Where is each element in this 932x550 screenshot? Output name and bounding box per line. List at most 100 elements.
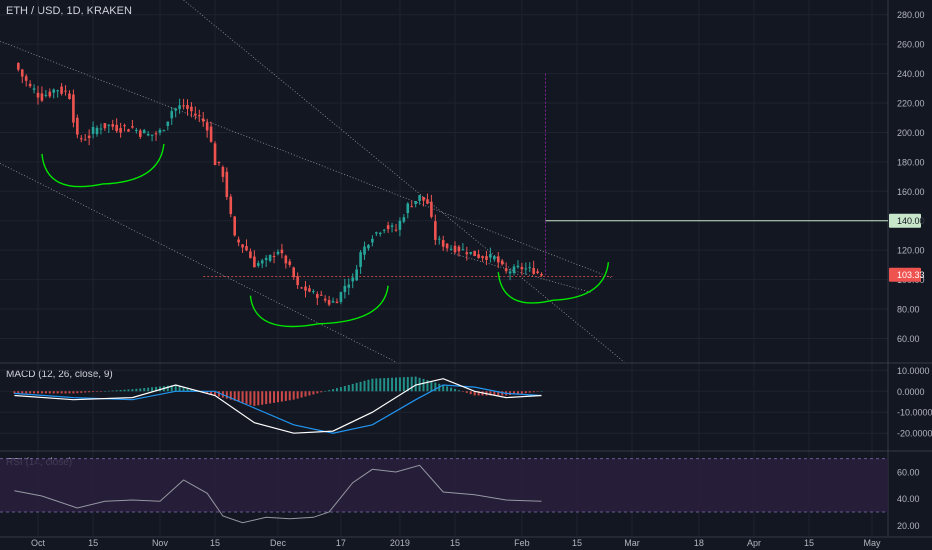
candle xyxy=(414,201,417,208)
candle xyxy=(540,272,543,277)
price-axis-tick-label: 240.00 xyxy=(897,69,925,79)
candle xyxy=(95,125,99,137)
candle xyxy=(434,214,437,245)
x-axis-tick-label: Oct xyxy=(31,538,46,548)
price-axis-tick-label: 260.00 xyxy=(897,40,925,50)
x-axis-tick-label: 15 xyxy=(450,538,460,548)
candle xyxy=(406,202,410,219)
candle xyxy=(516,260,520,269)
macd-histogram-bar xyxy=(21,391,24,394)
candle xyxy=(327,295,331,307)
macd-histogram-bar xyxy=(229,391,232,400)
macd-histogram-bar xyxy=(288,391,291,401)
candle-body xyxy=(64,90,67,92)
candle-body xyxy=(473,250,476,256)
candle xyxy=(316,291,319,306)
candle-body xyxy=(170,111,174,119)
candle-body xyxy=(166,121,170,126)
macd-histogram-bar xyxy=(469,391,472,395)
candle xyxy=(485,250,488,266)
macd-histogram-bar xyxy=(123,389,126,392)
candle-body xyxy=(213,143,217,166)
candle xyxy=(449,244,453,251)
candle-body xyxy=(288,261,292,265)
candle xyxy=(249,248,252,259)
macd-histogram-bar xyxy=(387,377,390,392)
macd-histogram-bar xyxy=(186,388,189,392)
macd-histogram-bar xyxy=(532,391,535,393)
candle xyxy=(135,127,138,134)
candle-body xyxy=(83,139,87,141)
candle xyxy=(32,84,36,94)
candle-body xyxy=(268,254,272,261)
macd-histogram-bar xyxy=(60,391,63,394)
macd-histogram-bar xyxy=(249,391,252,405)
candle xyxy=(225,167,229,200)
candle-body xyxy=(390,225,394,227)
macd-histogram-bar xyxy=(300,391,303,398)
macd-line xyxy=(14,378,542,434)
candle xyxy=(174,107,177,118)
candle-body xyxy=(378,232,382,235)
macd-histogram-bar xyxy=(182,387,185,392)
macd-histogram-bar xyxy=(398,377,401,392)
macd-histogram-bar xyxy=(237,391,240,402)
candle xyxy=(154,130,158,141)
candle-body xyxy=(245,246,248,251)
candle-body xyxy=(40,93,44,101)
macd-histogram-bar xyxy=(391,377,394,392)
candle xyxy=(422,196,425,207)
candle-body xyxy=(182,105,185,107)
macd-histogram-bar xyxy=(88,391,91,393)
macd-histogram-bar xyxy=(465,391,468,393)
macd-histogram-bar xyxy=(139,388,142,392)
candle xyxy=(72,89,75,128)
candle xyxy=(131,119,134,129)
macd-histogram-bar xyxy=(367,379,370,392)
candle-body xyxy=(241,244,244,248)
macd-histogram-bar xyxy=(434,382,437,392)
candle-body xyxy=(115,124,118,132)
trendline-inner xyxy=(450,252,593,294)
macd-histogram-bar xyxy=(214,391,217,396)
macd-histogram-bar xyxy=(335,388,338,392)
rsi-line xyxy=(14,464,542,524)
candle xyxy=(426,193,429,205)
candle xyxy=(241,243,244,253)
macd-histogram-bar xyxy=(312,391,315,395)
macd-histogram-bar xyxy=(33,391,36,394)
candle xyxy=(119,122,122,138)
candle-body xyxy=(500,260,504,265)
candle-body xyxy=(382,229,386,231)
macd-histogram-bar xyxy=(143,388,146,392)
rsi-axis-tick-label: 20.00 xyxy=(897,521,920,531)
macd-histogram-bar xyxy=(72,391,75,394)
macd-histogram-bar xyxy=(473,391,476,396)
x-axis-tick-label: 17 xyxy=(336,538,346,548)
candle-body xyxy=(103,123,107,129)
candle-body xyxy=(209,126,213,142)
candle-body xyxy=(319,294,323,296)
candle xyxy=(17,62,20,72)
candle xyxy=(355,264,358,281)
candle xyxy=(115,118,118,134)
target-label-bg xyxy=(889,213,921,228)
candle-body xyxy=(190,106,193,112)
candle-body xyxy=(95,127,99,135)
candle-body xyxy=(493,256,496,260)
candle xyxy=(233,215,236,237)
candle-body xyxy=(32,88,36,90)
candle xyxy=(528,262,532,273)
candle-body xyxy=(371,238,374,243)
macd-histogram-bar xyxy=(442,384,445,392)
macd-histogram-bar xyxy=(296,391,299,399)
x-axis-tick-label: May xyxy=(863,538,881,548)
x-axis-tick-label: Nov xyxy=(152,538,169,548)
candle-body xyxy=(87,135,91,139)
macd-histogram-bar xyxy=(119,390,122,392)
macd-histogram-bar xyxy=(37,391,39,394)
x-axis-tick-label: Feb xyxy=(514,538,530,548)
macd-histogram-bar xyxy=(147,387,150,392)
candle xyxy=(437,235,441,245)
